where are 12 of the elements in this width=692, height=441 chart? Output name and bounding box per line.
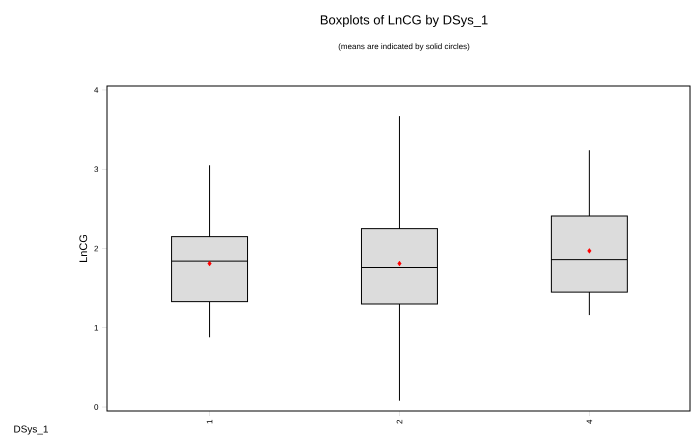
chart-subtitle: (means are indicated by solid circles) [338, 43, 470, 51]
y-tick-label: 0 [94, 404, 98, 410]
y-tick-label: 4 [94, 87, 98, 93]
y-tick-label: 1 [94, 325, 98, 331]
y-tick-label: 3 [94, 166, 98, 172]
chart-title: Boxplots of LnCG by DSys_1 [320, 14, 488, 28]
x-tick-label: 4 [586, 420, 592, 424]
x-tick-label: 1 [206, 420, 212, 424]
y-axis-title: LnCG [79, 234, 88, 262]
x-tick-label: 2 [396, 420, 402, 424]
y-tick-label: 2 [94, 246, 98, 252]
x-axis-title: DSys_1 [14, 425, 48, 435]
